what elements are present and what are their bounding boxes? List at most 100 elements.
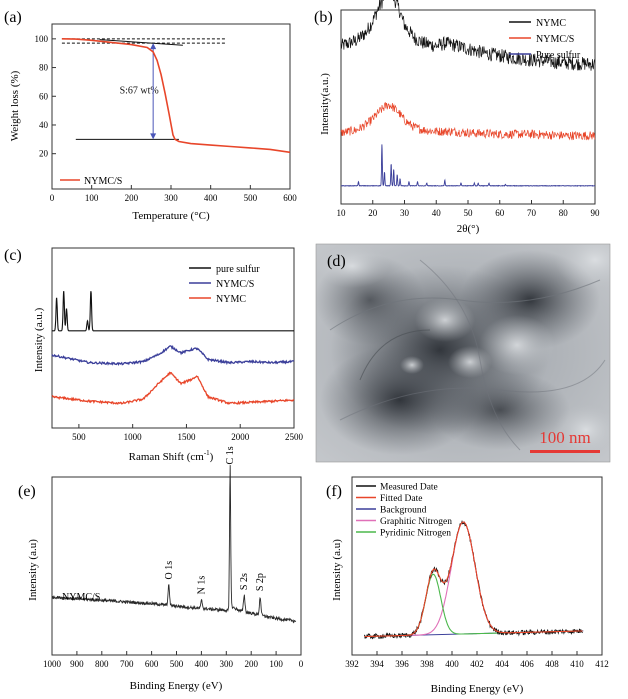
scale-bar [530, 450, 600, 453]
b-x-tick-label: 90 [591, 208, 601, 218]
e-x-tick-label: 300 [220, 659, 234, 669]
a-y-tick-label: 100 [35, 34, 49, 44]
a-tangent-line [99, 39, 183, 46]
c-series-nymcs [51, 344, 295, 366]
x-axis-label-c: Raman Shift (cm-1) [129, 449, 214, 463]
x-axis-label-a: Temperature (°C) [132, 210, 210, 222]
e-peak-label: S 2s [239, 573, 250, 590]
legend-label-sulfur-b: Pure sulfur [536, 50, 581, 61]
a-x-tick-label: 100 [85, 193, 99, 203]
a-x-tick-label: 600 [283, 193, 297, 203]
e-x-tick-label: 700 [120, 659, 134, 669]
f-fitted-line [364, 521, 583, 638]
panel-label-c: (c) [4, 247, 22, 264]
a-x-tick-label: 500 [244, 193, 258, 203]
b-x-tick-label: 40 [432, 208, 442, 218]
b-x-tick-label: 30 [400, 208, 410, 218]
a-x-tick-label: 200 [125, 193, 139, 203]
f-x-tick-label: 394 [370, 659, 384, 669]
f-x-tick-label: 412 [595, 659, 609, 669]
f-x-tick-label: 396 [395, 659, 409, 669]
e-peak-label: O 1s [164, 561, 175, 580]
legend-label-nymcs-a: NYMC/S [84, 176, 122, 187]
f-pyridinic-component [364, 573, 583, 638]
legend-label-nymcs-c: NYMC/S [216, 279, 254, 290]
e-x-tick-label: 500 [170, 659, 184, 669]
b-x-tick-label: 80 [559, 208, 569, 218]
plot-frame-a [51, 23, 291, 190]
f-x-tick-label: 392 [345, 659, 359, 669]
f-legend-label: Fitted Date [380, 494, 422, 504]
f-x-tick-label: 398 [420, 659, 434, 669]
b-x-tick-label: 10 [337, 208, 347, 218]
scale-bar-label: 100 nm [539, 428, 590, 447]
panel-d: (d) 100 nm [315, 243, 611, 463]
legend-label-sulfur-c: pure sulfur [216, 264, 260, 275]
e-peak-label: N 1s [197, 576, 208, 595]
a-series-line [61, 38, 291, 154]
plot-frame-e [51, 476, 302, 656]
legend-c: pure sulfur NYMC/S NYMC [189, 264, 260, 305]
a-arrow-head-up [150, 43, 157, 50]
y-axis-label-a: Weight loss (%) [9, 70, 21, 141]
a-arrow-head-down [150, 133, 157, 140]
a-x-tick-label: 300 [164, 193, 178, 203]
f-x-tick-label: 410 [570, 659, 584, 669]
e-x-tick-label: 100 [269, 659, 283, 669]
f-x-tick-label: 406 [520, 659, 534, 669]
a-y-tick-label: 80 [39, 63, 49, 73]
y-axis-label-e: Intensity (a.u) [27, 539, 39, 601]
b-x-tick-label: 50 [464, 208, 474, 218]
e-peak-label: S 2p [255, 573, 266, 591]
a-annotation-text: S:67 wt% [120, 86, 159, 97]
b-series-nymc [340, 0, 596, 71]
legend-label-nymc-b: NYMC [536, 18, 566, 29]
legend-b: NYMC NYMC/S Pure sulfur [509, 18, 581, 61]
f-x-tick-label: 408 [545, 659, 559, 669]
e-x-tick-label: 600 [145, 659, 159, 669]
e-peak-label: C 1s [225, 446, 236, 464]
f-legend-label: Graphitic Nitrogen [380, 517, 452, 527]
x-axis-label-f: Binding Energy (eV) [431, 683, 524, 695]
panel-label-d: (d) [327, 253, 346, 270]
a-y-tick-label: 60 [39, 91, 49, 101]
f-graphitic-component [364, 521, 583, 638]
e-x-tick-label: 800 [95, 659, 109, 669]
panel-c: (c) 500 1000 1500 2000 2500 Raman Shift (cm-… [4, 247, 304, 463]
tem-image [316, 244, 610, 462]
c-x-tick-label: 500 [72, 432, 86, 442]
panel-b: (b) 10 20 30 40 50 60 70 80 90 2θ(°) Intensity(a… [314, 0, 600, 235]
f-x-tick-label: 400 [445, 659, 459, 669]
panel-a: (a) 0 100 200 300 400 500 600 20 40 60 80 100 S:67 … [4, 9, 297, 222]
legend-label-nymcs-b: NYMC/S [536, 34, 574, 45]
panel-label-f: (f) [326, 483, 342, 500]
b-x-tick-label: 60 [495, 208, 505, 218]
x-axis-label-b: 2θ(°) [457, 223, 480, 235]
x-axis-label-e: Binding Energy (eV) [130, 680, 223, 692]
c-x-tick-label: 2000 [231, 432, 250, 442]
c-series-nymc [51, 371, 295, 406]
panel-label-a: (a) [4, 9, 22, 26]
plot-frame-c [51, 247, 295, 429]
f-x-tick-label: 402 [470, 659, 484, 669]
a-annotation-bg [111, 83, 166, 97]
e-x-tick-label: 1000 [43, 659, 62, 669]
b-x-tick-label: 20 [368, 208, 378, 218]
e-x-tick-label: 200 [244, 659, 258, 669]
panel-f: (f) 392 394 396 398 400 402 404 406 408 410 412 Bi… [326, 476, 609, 695]
f-legend-label: Measured Date [380, 483, 438, 493]
f-x-tick-label: 404 [495, 659, 509, 669]
e-x-tick-label: 400 [195, 659, 209, 669]
e-x-tick-label: 900 [70, 659, 84, 669]
c-x-tick-label: 2500 [285, 432, 304, 442]
c-x-tick-label: 1000 [124, 432, 143, 442]
legend-label-nymc-c: NYMC [216, 294, 246, 305]
y-axis-label-c: Intensity (a.u.) [33, 307, 45, 372]
y-axis-label-f: Intensity (a.u) [331, 539, 343, 601]
c-series-sulfur [52, 291, 294, 332]
a-y-tick-label: 40 [39, 120, 49, 130]
a-y-tick-label: 20 [39, 149, 49, 159]
e-x-tick-label: 0 [299, 659, 304, 669]
